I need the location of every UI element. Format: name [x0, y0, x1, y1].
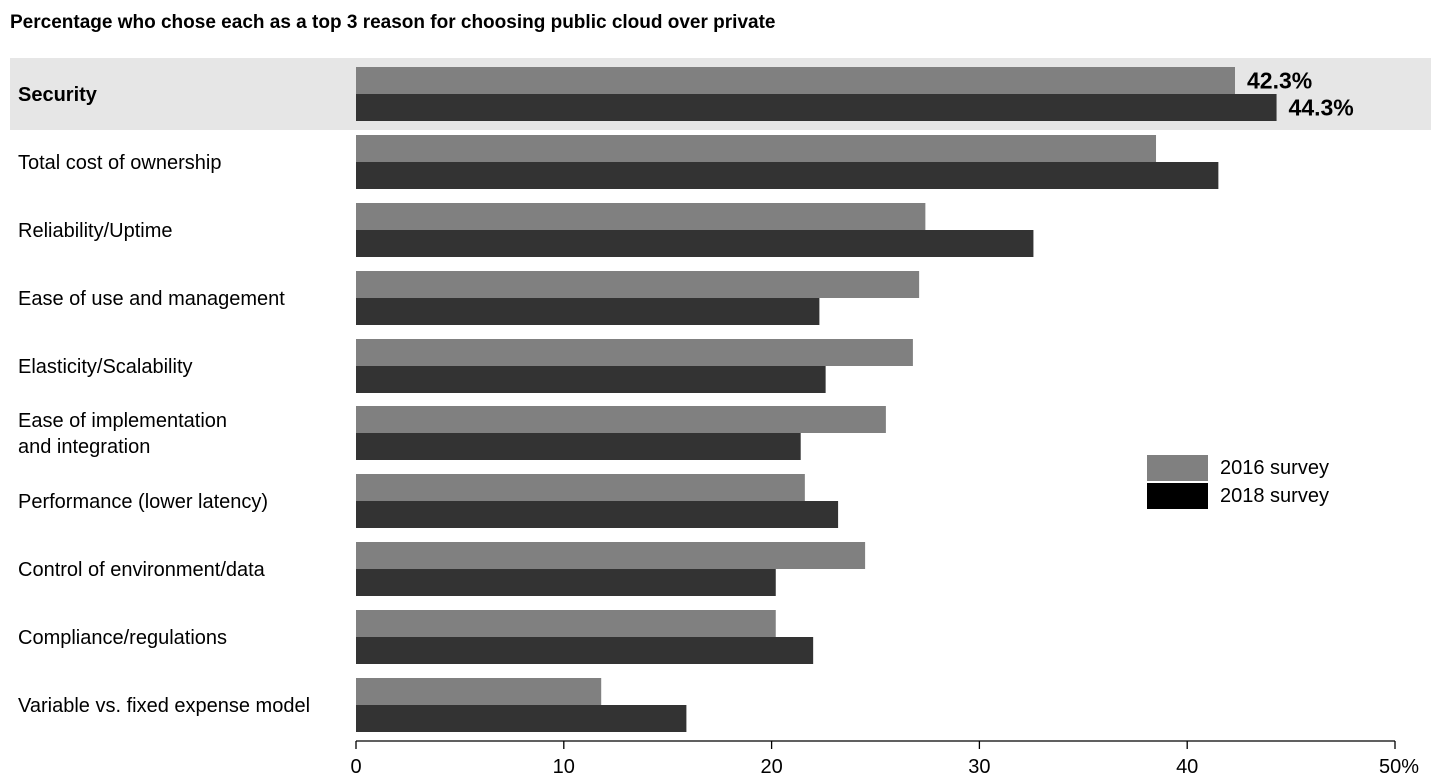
category-label: Ease of implementation and integration [18, 410, 227, 458]
bar-2018 [356, 366, 826, 393]
bar-2016 [356, 339, 913, 366]
legend-label: 2018 survey [1220, 485, 1329, 507]
bar-2016 [356, 542, 866, 569]
bar-2018 [356, 298, 820, 325]
bar-2018 [356, 162, 1219, 189]
bar-2018 [356, 433, 801, 460]
bar-2016 [356, 271, 920, 298]
category-label: Reliability/Uptime [18, 220, 173, 242]
category-label: Total cost of ownership [18, 152, 221, 174]
bar-2018 [356, 637, 814, 664]
x-tick-label: 0 [350, 756, 361, 778]
bars-layer: 42.3%44.3% [356, 67, 1354, 732]
category-label: Variable vs. fixed expense model [18, 695, 310, 717]
category-label: Control of environment/data [18, 559, 266, 581]
category-label: Compliance/regulations [18, 627, 227, 649]
bar-2016 [356, 135, 1157, 162]
category-label: Elasticity/Scalability [18, 356, 193, 378]
bar-2018 [356, 705, 687, 732]
bar-2016 [356, 474, 805, 501]
data-label: 44.3% [1289, 95, 1354, 121]
bar-2016 [356, 610, 776, 637]
category-label: Security [18, 84, 98, 106]
x-axis: 0 10 20 30 40 50% [350, 740, 1419, 778]
bar-2016 [356, 406, 886, 433]
bar-2018 [356, 501, 839, 528]
bar-2016 [356, 203, 926, 230]
category-labels-layer: Security Total cost of ownership Reliabili… [18, 84, 310, 717]
bar-2018 [356, 230, 1034, 257]
x-tick-label: 10 [553, 756, 575, 778]
legend-swatch-2016 [1147, 455, 1208, 481]
data-label: 42.3% [1247, 68, 1312, 94]
x-tick-label: 30 [968, 756, 990, 778]
category-label: Performance (lower latency) [18, 491, 268, 513]
legend: 2016 survey 2018 survey [1147, 455, 1329, 509]
bar-2018 [356, 94, 1277, 121]
legend-label: 2016 survey [1220, 457, 1329, 479]
category-label: Ease of use and management [18, 288, 285, 310]
x-tick-label: 50% [1379, 756, 1419, 778]
bar-2016 [356, 678, 602, 705]
bar-2016 [356, 67, 1235, 94]
x-tick-label: 20 [760, 756, 782, 778]
chart-title: Percentage who chose each as a top 3 rea… [10, 12, 776, 33]
bar-2018 [356, 569, 776, 596]
legend-swatch-2018 [1147, 483, 1208, 509]
x-tick-label: 40 [1176, 756, 1198, 778]
